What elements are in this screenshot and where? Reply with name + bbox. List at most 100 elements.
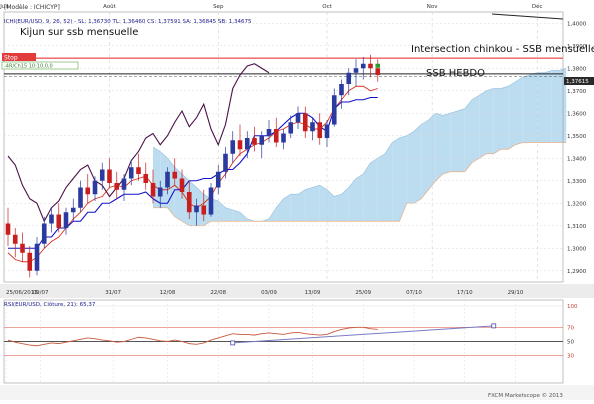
candle-body — [259, 136, 264, 145]
annotation-kijun-ssb: Kijun sur ssb mensuelle — [20, 27, 138, 38]
cloud-segment — [356, 174, 363, 221]
cloud-segment — [516, 77, 523, 145]
date-tick-label: 17/10 — [457, 290, 473, 296]
candle-body — [281, 134, 286, 143]
candle-body — [201, 206, 206, 215]
candle-body — [354, 68, 359, 73]
annotation-chinkou-ssb: Intersection chinkou - SSB mensuelle — [411, 44, 594, 55]
cloud-segment — [523, 75, 530, 143]
cloud-segment — [501, 86, 508, 149]
candle-body — [375, 68, 380, 75]
date-tick-label: 13/09 — [305, 290, 321, 296]
candle-body — [303, 113, 308, 131]
candle-body — [180, 179, 185, 193]
cloud-segment — [407, 131, 414, 203]
candle-body — [78, 188, 83, 208]
cloud-segment — [421, 120, 428, 199]
rsi-tick-label: 70 — [567, 325, 574, 331]
price-tick-label: 1,3400 — [567, 156, 587, 162]
candle-body — [223, 154, 228, 172]
cloud-segment — [392, 138, 399, 221]
month-label: Déc — [532, 3, 543, 10]
date-tick-label: 12/08 — [160, 290, 176, 296]
candle-body — [35, 244, 40, 271]
cloud-segment — [458, 109, 465, 172]
cloud-segment — [385, 143, 392, 222]
cloud-segment — [545, 71, 552, 143]
cloud-segment — [334, 194, 341, 221]
indicator-label: ICHI(EUR/USD, 9, 26, 52) - SL: 1,36730 T… — [4, 19, 252, 25]
date-tick-label: 29/10 — [508, 290, 524, 296]
candle-body — [230, 140, 235, 154]
candle-body — [129, 167, 134, 178]
candle-body — [143, 174, 148, 183]
month-label: Oct — [322, 4, 332, 10]
price-tick-label: 1,4000 — [567, 21, 587, 27]
cloud-segment — [414, 125, 421, 204]
candle-body — [6, 224, 11, 235]
price-tick-label: 1,3200 — [567, 201, 587, 207]
price-tick-label: 1,3800 — [567, 66, 587, 72]
cloud-segment — [371, 158, 378, 221]
candle-body — [165, 172, 170, 188]
candle-body — [158, 188, 163, 197]
candle-body — [71, 208, 76, 213]
price-tick-label: 1,3500 — [567, 134, 587, 140]
cloud-segment — [305, 188, 312, 222]
candle-body — [288, 122, 293, 133]
candle-body — [151, 183, 156, 197]
footer-credit: FXCM Marketscope © 2013 — [488, 392, 563, 399]
chart-title: [Modèle : ICHICYP] — [4, 4, 60, 11]
cloud-segment — [378, 154, 385, 222]
price-tick-label: 1,3300 — [567, 179, 587, 185]
date-axis-band — [0, 284, 594, 298]
price-tick-label: 1,3700 — [567, 89, 587, 95]
candle-body — [64, 212, 69, 228]
candle-body — [136, 167, 141, 174]
candle-body — [332, 95, 337, 124]
cloud-segment — [494, 89, 501, 154]
candle-body — [20, 244, 25, 253]
cloud-segment — [479, 91, 486, 159]
cloud-segment — [487, 89, 494, 154]
candle-body — [187, 192, 192, 212]
candle-body — [85, 188, 90, 195]
rsi-tick-label: 30 — [567, 354, 574, 360]
candle-body — [42, 224, 47, 244]
cloud-segment — [443, 113, 450, 174]
candle-body — [317, 122, 322, 138]
candle-body — [49, 215, 54, 224]
candle-body — [325, 125, 330, 139]
candle-body — [252, 138, 257, 145]
rsi-trendline-handle-end — [492, 324, 496, 328]
candle-body — [267, 129, 272, 136]
price-badge-value: 1,37615 — [566, 79, 589, 85]
cloud-segment — [508, 82, 515, 150]
candle-body — [339, 84, 344, 95]
price-tick-label: 1,3600 — [567, 111, 587, 117]
candle-body — [27, 253, 32, 271]
date-tick-label: 07/10 — [406, 290, 422, 296]
cloud-segment — [291, 194, 298, 221]
month-label: Sep — [213, 4, 224, 10]
cloud-segment — [298, 190, 305, 222]
month-label: Nov — [427, 4, 438, 10]
date-tick-label: 25/09 — [355, 290, 371, 296]
cloud-segment — [450, 111, 457, 172]
date-tick-label: 03/09 — [261, 290, 277, 296]
candle-body — [361, 64, 366, 69]
candle-body — [93, 181, 98, 195]
order-label: -4R/Ch15 10:10,0,0 — [4, 64, 53, 70]
candle-body — [56, 215, 61, 229]
candle-body — [194, 206, 199, 213]
cloud-segment — [537, 73, 544, 143]
candle-body — [296, 113, 301, 122]
candle-body — [172, 172, 177, 179]
candle-body — [209, 188, 214, 215]
candle-body — [245, 138, 250, 149]
date-tick-label: 09/07 — [33, 290, 49, 296]
candle-body — [100, 170, 105, 181]
stop-label: Stop — [4, 55, 18, 62]
candle-body — [368, 64, 373, 69]
